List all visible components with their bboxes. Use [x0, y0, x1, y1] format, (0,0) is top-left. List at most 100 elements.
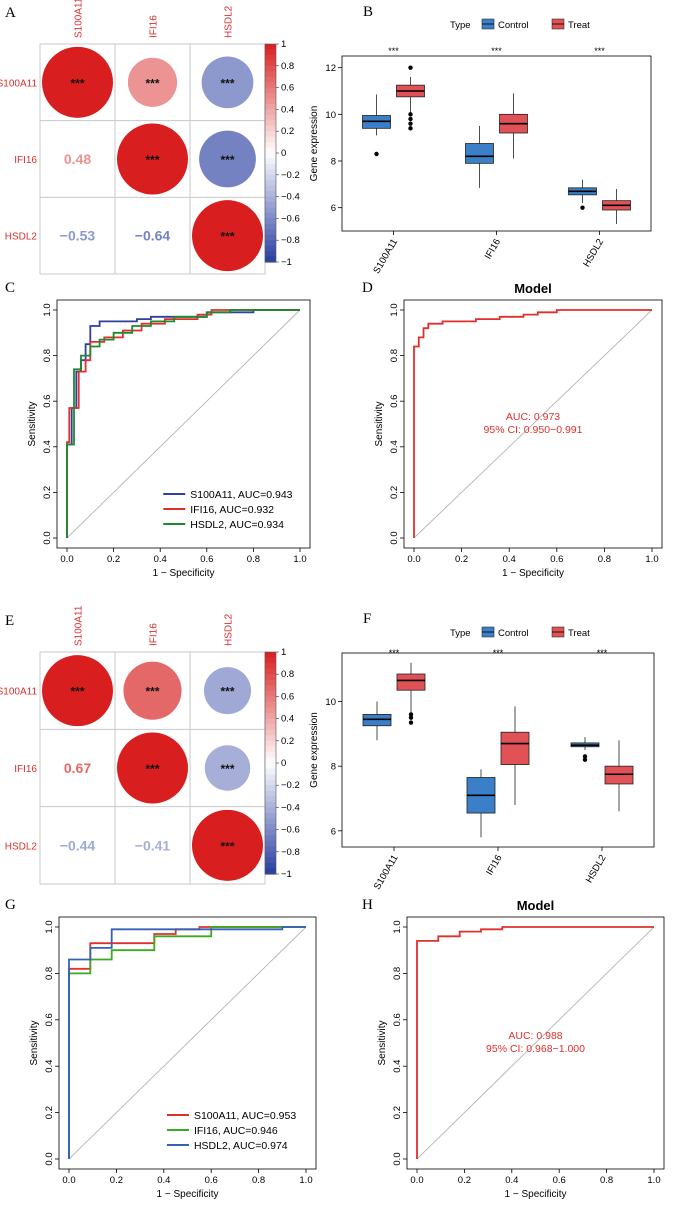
corr-circle — [117, 732, 188, 804]
outlier-point — [408, 112, 413, 117]
heatmap-row-label: IFI16 — [14, 155, 37, 166]
y-tick-label: 0.0 — [42, 531, 53, 544]
heatmap-col-label: S100A11 — [74, 605, 85, 646]
outlier-point — [408, 65, 413, 70]
colorbar-segment — [265, 835, 276, 842]
x-tick-label: 0.2 — [458, 1175, 471, 1186]
colorbar-segment — [265, 169, 276, 176]
outlier-point — [408, 121, 413, 126]
x-tick-label: 0.6 — [205, 1175, 218, 1186]
y-tick-label: 8 — [331, 762, 336, 773]
colorbar-segment — [265, 807, 276, 814]
colorbar-segment — [265, 147, 276, 154]
y-axis-title: Sensitivity — [374, 401, 385, 446]
legend-label: HSDL2, AUC=0.934 — [190, 519, 284, 531]
y-tick-label: 0.8 — [389, 349, 400, 362]
panel-letter-F: F — [363, 611, 371, 627]
colorbar-tick-label: 0.2 — [281, 126, 294, 137]
corr-circle — [42, 655, 113, 727]
colorbar-tick-label: 0.2 — [281, 736, 294, 747]
outlier-point — [408, 126, 413, 131]
colorbar-tick-label: 0.4 — [281, 714, 294, 725]
plot-frame — [58, 916, 317, 1170]
y-tick-label: 1.0 — [44, 920, 55, 933]
colorbar-segment — [265, 679, 276, 686]
heatmap-row-label: HSDL2 — [5, 841, 38, 852]
corr-heatmap-A: A S100A11 IFI16 HSDL2 S100A11 IFI16 HSDL2 *** **… — [0, 0, 300, 275]
colorbar-segment — [265, 657, 276, 664]
y-tick-label: 6 — [331, 203, 336, 214]
y-tick-label: 10 — [325, 697, 336, 708]
roc-curve-HSDL2 — [66, 309, 300, 538]
y-tick-label: 6 — [331, 826, 336, 837]
legend-label: S100A11, AUC=0.943 — [190, 489, 292, 501]
significance-stars: *** — [220, 153, 234, 167]
x-axis-title: 1 − Specificity — [502, 568, 564, 579]
colorbar-tick-label: 0.8 — [281, 669, 294, 680]
colorbar-segment — [265, 846, 276, 853]
legend: Type Control Treat — [450, 18, 590, 31]
colorbar-segment — [265, 131, 276, 138]
heatmap-col-label: HSDL2 — [224, 613, 235, 646]
colorbar-segment — [265, 256, 276, 263]
colorbar-segment — [265, 757, 276, 764]
corr-coefficient: −0.41 — [135, 837, 171, 853]
colorbar-segment — [265, 774, 276, 781]
colorbar-segment — [265, 136, 276, 143]
x-tick-label: HSDL2 — [581, 237, 606, 269]
outlier-point — [374, 151, 379, 157]
legend: S100A11, AUC=0.953 IFI16, AUC=0.946 HSDL2,… — [166, 1110, 296, 1152]
y-tick-label: 0.4 — [389, 440, 400, 453]
x-tick-label: 0.8 — [598, 554, 611, 565]
colorbar-segment — [265, 76, 276, 83]
y-tick-label: 1.0 — [389, 303, 400, 316]
corr-coefficient: 0.48 — [64, 151, 91, 167]
y-tick-label: 0.4 — [44, 1060, 55, 1073]
colorbar-segment — [265, 768, 276, 775]
colorbar-segment — [265, 93, 276, 100]
legend: S100A11, AUC=0.943 IFI16, AUC=0.932 HSDL2,… — [163, 489, 293, 531]
x-tick-label: HSDL2 — [584, 853, 609, 885]
box — [465, 143, 494, 164]
legend-label: Treat — [568, 20, 590, 31]
colorbar-segment — [265, 829, 276, 836]
significance-stars: *** — [70, 685, 84, 699]
y-tick-label: 0.2 — [44, 1106, 55, 1119]
colorbar-segment — [265, 54, 276, 61]
colorbar-segment — [265, 690, 276, 697]
colorbar-segment — [265, 229, 276, 236]
colorbar-segment — [265, 163, 276, 170]
colorbar-segment — [265, 724, 276, 731]
significance-stars: *** — [220, 839, 234, 853]
y-tick-label: 0.8 — [392, 967, 403, 980]
panel-letter-C: C — [5, 280, 15, 296]
legend-title: Type — [450, 20, 471, 31]
y-axis-title: Sensitivity — [29, 1020, 40, 1065]
colorbar-segment — [265, 740, 276, 747]
box — [604, 765, 634, 785]
colorbar-segment — [265, 207, 276, 214]
x-tick-label: 0.8 — [252, 1175, 265, 1186]
colorbar-segment — [265, 729, 276, 736]
x-tick-label: 0.0 — [410, 1175, 423, 1186]
colorbar-segment — [265, 196, 276, 203]
colorbar-segment — [265, 120, 276, 127]
plot-frame — [403, 299, 663, 549]
colorbar-segment — [265, 718, 276, 725]
significance-stars: *** — [70, 76, 84, 90]
box — [362, 714, 392, 727]
colorbar-segment — [265, 71, 276, 78]
x-tick-label: 0.6 — [550, 554, 563, 565]
colorbar-tick-label: −0.8 — [281, 847, 300, 858]
colorbar-segment — [265, 153, 276, 160]
colorbar-segment — [265, 735, 276, 742]
colorbar-segment — [265, 49, 276, 56]
significance-label: *** — [594, 46, 605, 56]
colorbar-segment — [265, 251, 276, 258]
x-tick-label: 0.4 — [154, 554, 167, 565]
ci-label: 95% CI: 0.950−0.991 — [484, 424, 583, 436]
colorbar-segment — [265, 60, 276, 67]
legend-label: S100A11, AUC=0.953 — [194, 1110, 296, 1122]
colorbar-tick-label: 0.8 — [281, 61, 294, 72]
roc-C: C 0.0 0.0 0.2 0.2 0.4 0.4 0.6 0.6 0.8 0.8 1.0 1.0 1 −… — [5, 280, 311, 579]
